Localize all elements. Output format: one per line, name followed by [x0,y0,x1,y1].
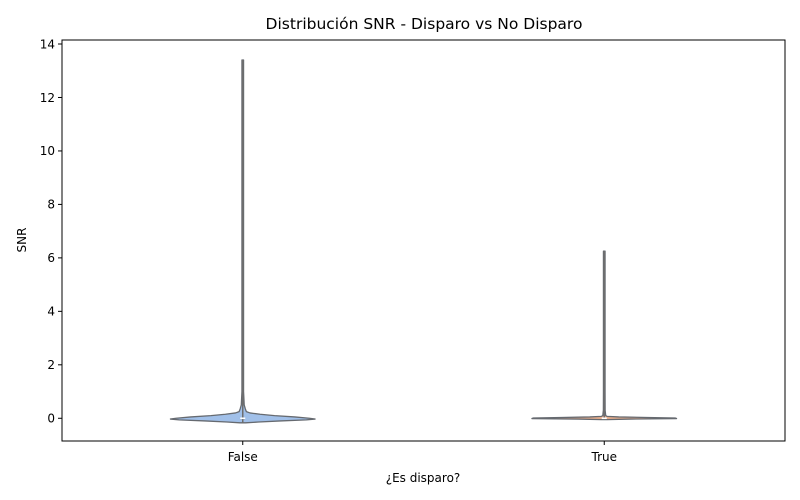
plot-area [169,59,678,424]
x-tick-label: False [228,450,258,464]
y-tick-label: 4 [47,305,55,319]
y-axis: 0 2 4 6 8 10 12 14 [40,37,62,426]
y-tick-label: 10 [40,144,55,158]
y-axis-label: SNR [15,228,29,253]
violin-median-False [240,417,246,420]
x-tick-label: True [591,450,618,464]
y-tick-label: 2 [47,358,55,372]
y-tick-label: 8 [47,198,55,212]
chart-title: Distribución SNR - Disparo vs No Disparo [266,15,583,33]
violin-median-True [601,417,607,420]
x-axis: False True [228,441,617,464]
y-tick-label: 6 [47,251,55,265]
plot-frame [61,39,786,442]
y-tick-label: 0 [47,412,55,426]
y-tick-label: 14 [40,37,55,51]
y-tick-label: 12 [40,91,55,105]
x-axis-label: ¿Es disparo? [386,471,461,485]
